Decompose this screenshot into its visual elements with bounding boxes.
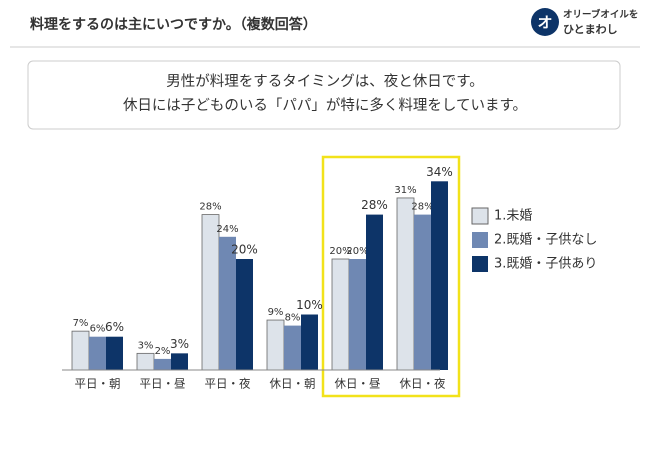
- value-label: 34%: [426, 165, 453, 179]
- title: 料理をするのは主にいつですか。（複数回答）: [30, 16, 317, 33]
- value-label: 28%: [199, 202, 221, 213]
- bar: [236, 259, 253, 370]
- bar: [89, 336, 106, 370]
- value-label: 6%: [90, 324, 106, 335]
- bar: [431, 181, 448, 370]
- bar: [136, 352, 155, 371]
- value-label: 20%: [231, 243, 258, 257]
- bar: [154, 358, 171, 370]
- value-label: 24%: [216, 224, 238, 235]
- bar: [106, 336, 123, 370]
- x-tick-label: 休日・夜: [400, 377, 446, 391]
- bar: [349, 259, 366, 370]
- legend-label: 3.既婚・子供あり: [494, 257, 597, 272]
- value-label: 2%: [155, 346, 171, 357]
- bar: [171, 353, 188, 370]
- legend-swatch: [472, 256, 488, 272]
- callout-line: 男性が料理をするタイミングは、夜と休日です。: [166, 73, 484, 90]
- legend-label: 2.既婚・子供なし: [494, 233, 597, 248]
- highlight-box: [321, 155, 461, 398]
- bar: [366, 214, 383, 370]
- logo-glyph: オ: [537, 14, 552, 32]
- bar: [266, 319, 285, 371]
- value-label: 10%: [296, 298, 323, 312]
- value-label: 28%: [361, 198, 388, 212]
- value-label: 20%: [346, 246, 368, 257]
- legend-swatch: [472, 232, 488, 248]
- bar: [301, 314, 318, 370]
- value-label: 9%: [268, 307, 284, 318]
- callout-line: 休日には子どものいる「パパ」が特に多く料理をしています。: [123, 97, 527, 114]
- x-tick-label: 休日・昼: [335, 377, 381, 391]
- bar: [201, 214, 220, 371]
- value-label: 31%: [394, 185, 416, 196]
- logo-mark: [531, 8, 559, 36]
- value-label: 3%: [138, 340, 154, 351]
- legend-label: 1.未婚: [494, 209, 532, 224]
- x-tick-label: 休日・朝: [270, 377, 316, 391]
- x-tick-label: 平日・夜: [205, 377, 251, 391]
- brand-line: ひとまわし: [563, 23, 618, 36]
- bar: [71, 330, 90, 371]
- value-label: 8%: [285, 313, 301, 324]
- legend-swatch: [471, 207, 489, 225]
- bar: [396, 197, 415, 371]
- bar: [414, 214, 431, 370]
- value-label: 3%: [170, 337, 189, 351]
- value-label: 28%: [411, 202, 433, 213]
- value-label: 6%: [105, 320, 124, 334]
- x-tick-label: 平日・朝: [75, 377, 121, 391]
- value-label: 20%: [329, 246, 351, 257]
- value-label: 7%: [73, 318, 89, 329]
- brand-line: オリーブオイルを: [563, 9, 638, 21]
- bar: [284, 325, 301, 370]
- callout-box: [27, 60, 621, 130]
- x-tick-label: 平日・昼: [140, 377, 186, 391]
- bar: [219, 236, 236, 370]
- bar: [331, 258, 350, 371]
